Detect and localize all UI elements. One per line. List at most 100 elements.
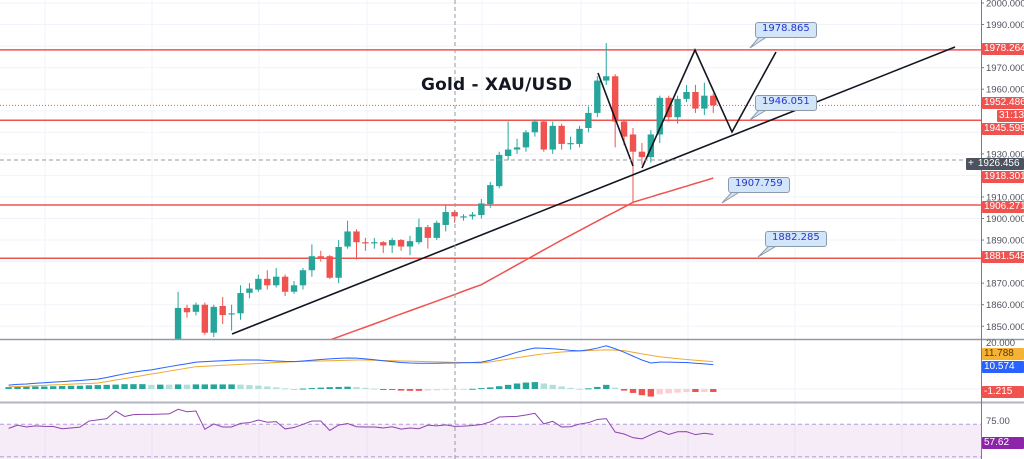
candle-body (219, 305, 226, 316)
candle (487, 181, 494, 208)
candle-body (469, 214, 476, 217)
macd-histogram-bar (210, 384, 217, 389)
candle (549, 121, 556, 154)
macd-histogram-bar (183, 384, 191, 389)
candle (344, 220, 351, 249)
candle-body (674, 98, 681, 118)
price-tick-label: 1870.000 (986, 279, 1024, 290)
macd-histogram-bar (67, 385, 75, 389)
callout-price-label[interactable]: 1882.285 (765, 231, 827, 247)
candle (540, 119, 547, 152)
macd-histogram-bar (371, 388, 378, 390)
candle-body (228, 313, 235, 315)
candle-body (603, 76, 610, 81)
candle (674, 95, 681, 124)
price-tick-label: 1850.000 (986, 322, 1024, 333)
candle-body (504, 149, 512, 157)
candle-body (255, 278, 262, 290)
macd-histogram-bar (433, 389, 440, 391)
macd-histogram-bar (85, 385, 93, 389)
candle-body (567, 143, 574, 145)
candle (692, 84, 699, 113)
macd-histogram-bar (273, 387, 280, 389)
macd-histogram-bar (567, 387, 574, 389)
candle (281, 274, 289, 297)
candle-body (442, 212, 449, 225)
ma-price-label: 1918.301 (982, 171, 1024, 183)
candle-body (281, 276, 289, 292)
candle (496, 151, 503, 189)
trendline[interactable] (231, 46, 956, 335)
macd-histogram-bar (255, 385, 262, 389)
macd-histogram-bar (522, 382, 530, 389)
candles (174, 43, 717, 339)
candle-body (335, 246, 342, 278)
zigzag-projection-drawing[interactable] (641, 48, 777, 169)
macd-histogram-bar (76, 385, 84, 389)
price-tick-label: 1910.000 (986, 192, 1024, 203)
macd-histogram-bar (531, 382, 539, 389)
zigzag-down-drawing[interactable] (597, 72, 634, 167)
macd-histogram-bar (201, 384, 209, 389)
macd-histogram-bar (228, 384, 235, 389)
price-tick-label: 2000.000 (986, 0, 1024, 10)
callout-price-label[interactable]: 1946.051 (755, 95, 817, 111)
candle-body (558, 125, 565, 144)
candle-body (237, 293, 244, 314)
candle (522, 130, 530, 152)
chart-title: Gold - XAU/USD (421, 75, 573, 95)
candle-body (487, 185, 494, 205)
macd-histogram-bar (451, 389, 458, 390)
candle-body (406, 241, 414, 247)
candle-body (344, 231, 351, 247)
callout-price-label[interactable]: 1907.759 (728, 177, 790, 193)
macd-histogram-bar (478, 388, 485, 390)
candle (611, 74, 619, 148)
macd-histogram-bar (308, 388, 316, 390)
macd-histogram-bar (299, 388, 307, 390)
candle-body (380, 242, 387, 246)
candle (264, 270, 271, 290)
candle (353, 229, 360, 260)
candle (228, 304, 235, 331)
candle (371, 237, 378, 249)
candle (317, 250, 324, 262)
candle-body (585, 112, 592, 128)
candle (531, 119, 539, 137)
macd-histogram-bar (656, 389, 663, 395)
macd-histogram-bar (620, 389, 628, 391)
candle (442, 205, 449, 232)
crosshair-plus-icon[interactable]: + (968, 158, 974, 169)
candle (362, 237, 369, 251)
candle-body (647, 134, 655, 158)
candle-body (433, 222, 440, 238)
candle-body (290, 285, 298, 292)
macd-histogram-bar (50, 386, 57, 389)
candle-body (701, 95, 708, 109)
macd-histogram-bar (121, 384, 128, 389)
candle (246, 283, 253, 299)
macd-histogram-bar (165, 384, 173, 389)
candle-body (183, 307, 191, 313)
macd-panel (5, 345, 717, 397)
candle-body (246, 288, 253, 293)
candle-body (273, 276, 280, 286)
candle-body (371, 242, 378, 244)
macd-line-label: 10.574 (982, 361, 1024, 373)
macd-histogram-bar (130, 384, 137, 389)
callout-price-label[interactable]: 1978.865 (755, 22, 817, 38)
rsi-value-label: 57.62 (982, 437, 1024, 449)
crosshair-price-label[interactable]: +1926.456 (966, 158, 1024, 170)
price-axis[interactable]: 2000.000 1990.000 1970.000 1960.000 1930.000… (981, 0, 1024, 427)
candle (433, 220, 440, 241)
macd-histogram-bar (540, 383, 547, 389)
candle-body (264, 278, 271, 286)
crosshair-price-value: 1926.456 (977, 158, 1020, 169)
macd-histogram-bar (576, 388, 583, 390)
macd-histogram-label: -1.215 (982, 386, 1024, 398)
macd-histogram-bar (157, 384, 164, 389)
horizontal-levels[interactable] (0, 49, 981, 260)
candle (299, 268, 307, 290)
macd-histogram-bar (629, 389, 637, 393)
